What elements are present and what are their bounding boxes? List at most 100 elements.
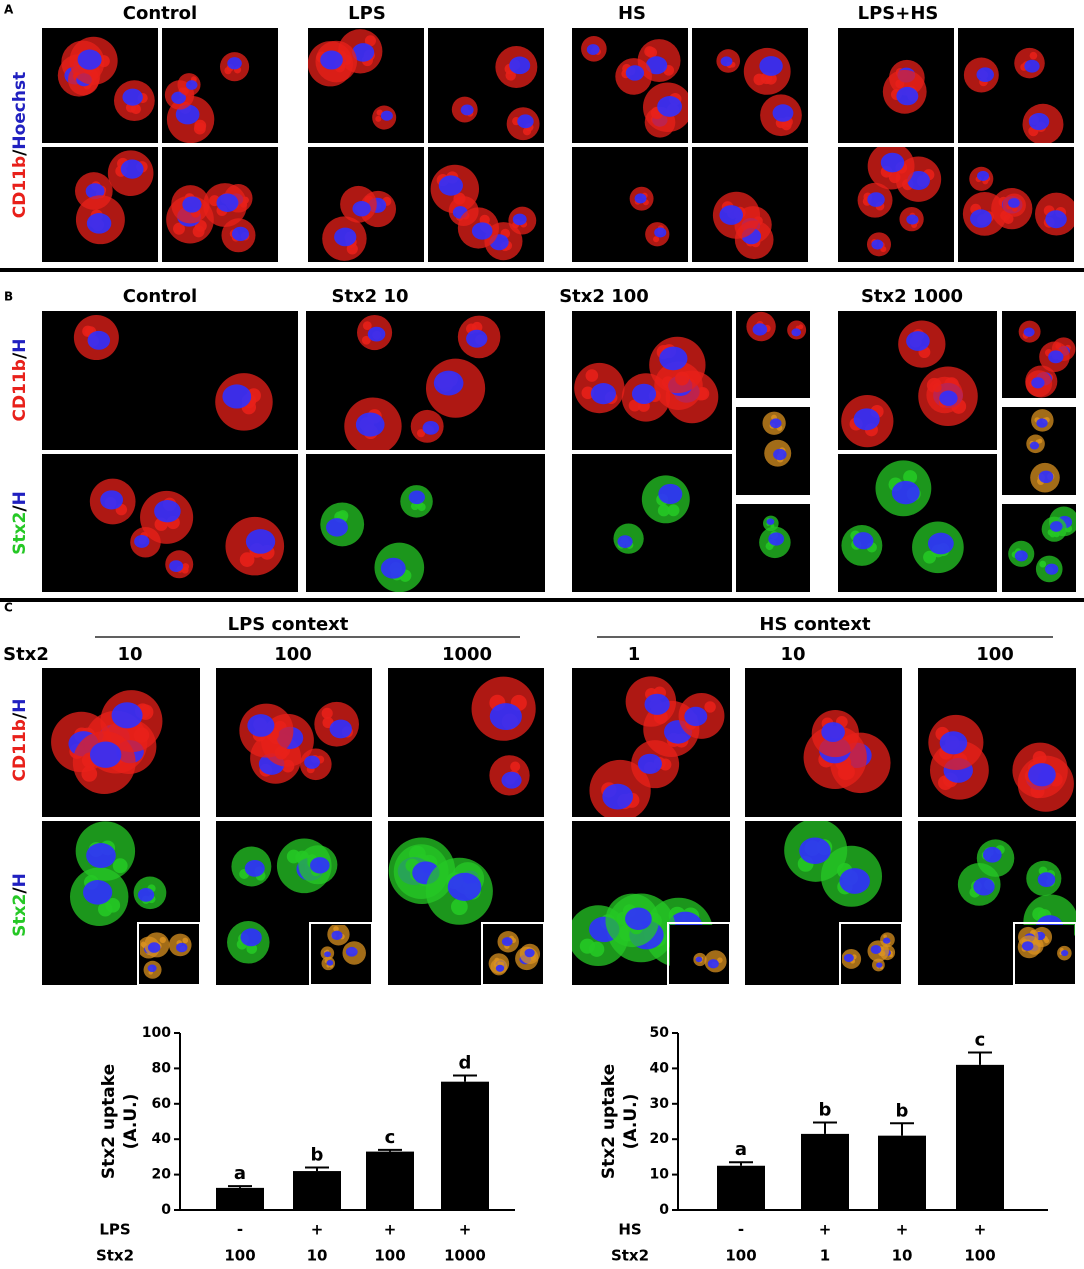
nucleus [1045,563,1059,575]
bar [366,1151,414,1210]
nucleus [1031,377,1045,389]
micrograph [958,28,1074,143]
nucleus [871,239,884,250]
nucleus [634,193,647,204]
cells [716,47,802,137]
nucleus [769,418,782,429]
micrograph [1002,311,1076,398]
micrograph [572,28,688,143]
micrograph [692,147,808,262]
granule [675,371,690,386]
micrograph [308,28,424,143]
granule [239,552,255,567]
micrograph [42,311,298,450]
cells [451,46,540,141]
nucleus [773,448,787,461]
y-tick-label: 80 [152,1060,172,1076]
nucleus [659,346,688,371]
x-row-label: 1000 [444,1247,486,1265]
micrograph [42,28,158,143]
error-bar [453,1074,477,1082]
micrograph [162,147,278,262]
micrograph [692,28,808,143]
row-label: CD11b/H [10,699,30,782]
nucleus [240,928,262,947]
cells [140,932,192,979]
row-label-part: H [10,873,30,887]
nucleus [100,490,124,510]
nucleus [759,56,783,76]
cells [693,950,727,973]
y-axis-label-line: (A.U.) [621,1094,641,1150]
x-row-name: HS [618,1221,641,1239]
micrograph [745,668,902,817]
granule [880,950,886,957]
granule [364,35,376,47]
nucleus [939,731,968,755]
granule [181,566,189,574]
nucleus [231,226,249,242]
column-title: 10 [117,644,142,665]
row-label-part: CD11b [10,156,30,218]
nucleus [882,937,891,944]
micrograph-bg [572,454,732,592]
row-label-part: CD11b [10,359,30,421]
cells [166,183,256,253]
granule [375,115,382,122]
nucleus [352,43,375,62]
nucleus [906,214,919,225]
column-title: 1000 [442,644,492,665]
granule [194,119,207,132]
micrograph [736,311,810,398]
granule [839,763,855,780]
micrograph [428,28,544,143]
cells [388,837,493,925]
granule [1039,560,1047,568]
group-title: LPS context [228,614,349,635]
micrograph [1016,925,1074,983]
significance-letter: a [735,1139,747,1160]
nucleus [1049,521,1063,532]
nucleus [617,535,633,548]
granule [798,324,804,330]
y-axis-label: Stx2 uptake (A.U.) [99,1064,141,1179]
row-label: CD11b/H [10,339,30,422]
granule [781,119,792,131]
column-title: 100 [274,644,312,665]
nucleus [495,964,505,972]
granule [182,937,189,944]
bar [717,1165,765,1210]
granule [286,849,301,864]
granule [581,386,595,400]
nucleus [169,560,184,572]
cells [762,411,792,467]
x-row-label: 1 [820,1247,830,1265]
cells [712,191,774,260]
nucleus [512,213,527,226]
cells [882,59,927,114]
granule [133,727,150,743]
nucleus [752,323,768,336]
nucleus [380,110,393,121]
row-label-part: Hoechst [10,72,30,150]
cells [227,838,338,964]
nucleus [320,50,343,70]
column-title: Stx2 100 [559,286,649,307]
micrograph [572,147,688,262]
x-row-label: + [896,1221,909,1239]
granule [417,502,426,512]
nucleus [517,114,534,129]
nucleus [87,330,111,350]
cells [74,150,154,245]
x-row-label: + [384,1221,397,1239]
nucleus [625,65,645,81]
cells [57,36,155,122]
nucleus [134,535,150,548]
granule [1032,750,1047,765]
inset-border [309,922,373,986]
granule [159,936,166,944]
nucleus [625,907,652,930]
nucleus [982,846,1002,863]
nucleus [1021,941,1034,951]
micrograph [306,454,545,592]
